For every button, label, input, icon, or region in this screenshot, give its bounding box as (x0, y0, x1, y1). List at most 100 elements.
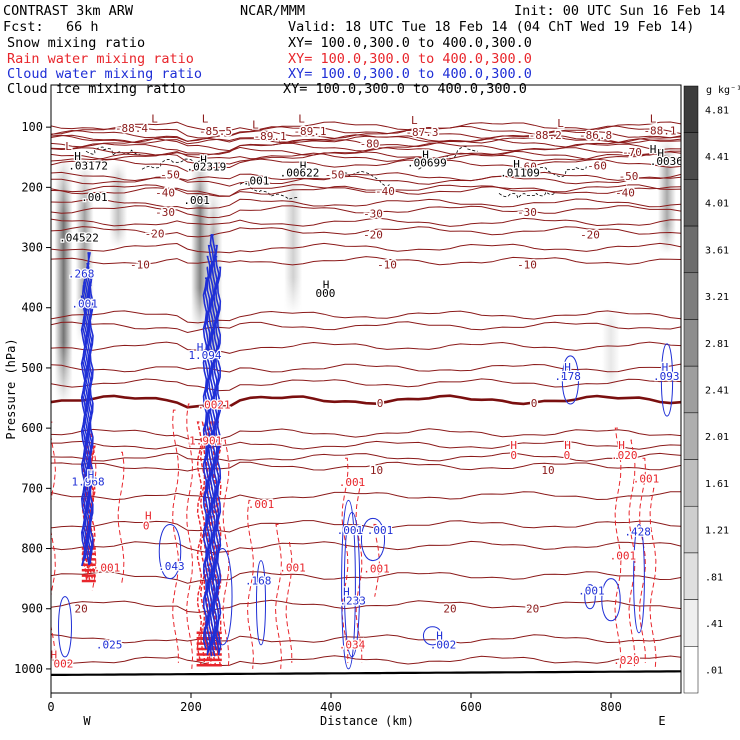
colorbar-segment (683, 272, 699, 320)
extremum-label: .001 (71, 298, 98, 311)
temperature-label: -89.1 (254, 130, 287, 143)
isotherm (51, 125, 681, 139)
temperature-label: -50 (325, 168, 345, 181)
extremum-label: .001 (248, 498, 275, 511)
extremum-label: H (513, 158, 520, 171)
terrain-line (51, 670, 681, 676)
temperature-label: -70 (622, 146, 642, 159)
y-tick-label: 1000 (14, 662, 43, 676)
cloud-water-contour (660, 343, 674, 417)
isotherm (51, 520, 681, 533)
rain-contour (222, 439, 230, 669)
colorbar-label: .81 (705, 572, 723, 583)
colorbar-label: 2.41 (705, 386, 729, 397)
extremum-label: .020 (611, 449, 638, 462)
init-time: Init: 00 UTC Sun 16 Feb 14 (514, 3, 725, 19)
extremum-label: H (200, 153, 207, 166)
colorbar-label: .41 (705, 619, 723, 630)
field-rain-xy: XY= 100.0,300.0 to 400.0,300.0 (288, 51, 532, 67)
isotherm (51, 571, 681, 584)
extremum-label: .001 (94, 561, 121, 574)
rain-contour (246, 499, 255, 669)
colorbar-label: 4.01 (705, 199, 729, 210)
colorbar-segment (683, 505, 699, 554)
extremum-label: H (50, 649, 57, 662)
field-cloud-water-xy: XY= 100.0,300.0 to 400.0,300.0 (288, 66, 532, 82)
rain-contour (638, 457, 647, 663)
header: CONTRAST 3km ARW NCAR/MMM Init: 00 UTC S… (3, 3, 725, 35)
extremum-label: .00699 (407, 156, 447, 169)
temperature-label: -30 (363, 207, 383, 220)
extremum-label: .0021 (198, 398, 231, 411)
colorbar-label: 1.21 (705, 526, 729, 537)
temperature-label: -30 (517, 206, 537, 219)
colorbar-label: 2.81 (705, 339, 729, 350)
extremum-label: 0 (510, 449, 517, 462)
temperature-label: -85.5 (199, 125, 232, 138)
colorbar-label: 4.81 (705, 105, 729, 116)
cloud-ice-contour (85, 146, 141, 156)
y-tick-label: 700 (21, 481, 43, 495)
extremum-label: H (564, 439, 571, 452)
isotherm (51, 150, 681, 161)
x-end-west: W (83, 714, 91, 728)
colorbar-label: 2.01 (705, 432, 729, 443)
extremum-label: .001 (367, 524, 394, 537)
temperature-label: 10 (541, 464, 554, 477)
rain-contour (373, 523, 380, 597)
snow-column (75, 163, 94, 344)
temperature-label: -30 (155, 206, 175, 219)
rain-contour (186, 403, 194, 669)
temperature-label: 20 (74, 602, 87, 615)
plot-area: -88.4 -85.5 -89.1 -89.1 -87.3 -88.2 -86.8 -88.1… (50, 111, 681, 676)
cloud-water-contour (601, 578, 621, 622)
extremum-label: 000 (315, 287, 335, 300)
cloud-water-contour (58, 596, 72, 658)
plot-frame (50, 84, 682, 694)
extremum-label: H (422, 148, 429, 161)
y-tick-label: 900 (21, 602, 43, 616)
temperature-label: 10 (370, 464, 383, 477)
isotherm (51, 540, 681, 554)
snow-column (602, 307, 620, 393)
isotherm (51, 205, 681, 219)
x-end-east: E (658, 714, 665, 728)
extremum-label: L (557, 117, 564, 130)
extremum-label: .00622 (280, 167, 320, 180)
rain-contour (355, 481, 363, 663)
snow-column (54, 157, 73, 405)
forecast-label: Fcst: (3, 19, 44, 35)
isotherm (51, 310, 681, 324)
extremum-label: .233 (339, 595, 366, 608)
y-tick-label: 600 (21, 421, 43, 435)
isotherm (51, 461, 681, 472)
extremum-label: .04522 (59, 232, 99, 245)
colorbar-unit: g kg⁻¹ (706, 85, 740, 96)
colorbar-label: 1.61 (705, 479, 729, 490)
field-cloud-water-name: Cloud water mixing ratio (7, 66, 202, 82)
isotherm (51, 599, 681, 613)
isotherm (51, 175, 681, 187)
extremum-label: .001 (610, 549, 637, 562)
y-tick-label: 500 (21, 361, 43, 375)
extremum-label: .168 (245, 575, 272, 588)
temperature-labels: -88.4 -85.5 -89.1 -89.1 -87.3 -88.2 -86.8 -88.1… (73, 120, 678, 616)
colorbar-segment (683, 599, 699, 647)
colorbar-segment (683, 225, 699, 274)
x-tick-label: 800 (600, 700, 622, 714)
isotherm (51, 152, 681, 165)
colorbar-label: 3.61 (705, 245, 729, 256)
field-cloud-ice-xy: XY= 100.0,300.0 to 400.0,300.0 (283, 81, 527, 97)
extremum-label: H (323, 278, 330, 291)
extremum-label: H (662, 361, 669, 374)
colorbar-segment (683, 85, 699, 133)
isotherm (51, 142, 681, 155)
extremum-label: .093 (653, 370, 680, 383)
temperature-label: 0 (531, 397, 538, 410)
colorbar-segment (683, 365, 699, 414)
colorbar: g kg⁻¹ 4.81 4.41 4.01 3.61 3.21 2.81 2.41 2.01 1… (683, 85, 740, 694)
temperature-label: -60 (517, 160, 537, 173)
temperature-label: -20 (145, 227, 165, 240)
y-axis-title: Pressure (hPa) (4, 338, 18, 439)
